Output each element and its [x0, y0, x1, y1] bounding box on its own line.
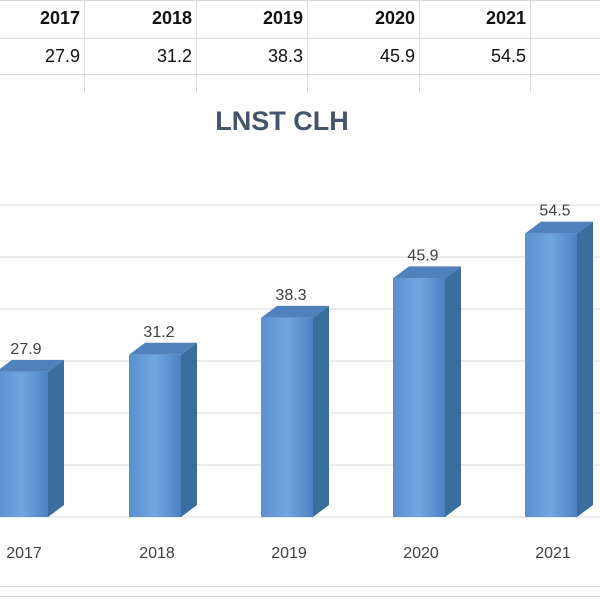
data-label: 45.9: [407, 247, 438, 264]
value-cell[interactable]: 27.9: [44, 46, 80, 66]
bar: [525, 233, 577, 517]
bar-side: [445, 266, 461, 517]
bar: [0, 371, 48, 517]
grid-col-line: [196, 0, 197, 92]
grid-row-line: [0, 38, 600, 39]
bar: [261, 317, 313, 517]
bar-top: [525, 221, 593, 234]
category-label: 2020: [403, 545, 439, 562]
grid-row-line: [0, 0, 600, 1]
grid-row-line: [0, 586, 600, 587]
bar-top: [393, 266, 461, 279]
bar-side: [48, 359, 64, 517]
grid-row-line: [0, 74, 600, 75]
data-label: 31.2: [143, 324, 174, 341]
bar-side: [313, 305, 329, 517]
spreadsheet-grid: 2017 2018 2019 2020 2021 27.9 31.2 38.3 …: [0, 0, 600, 92]
year-cell[interactable]: 2019: [262, 8, 303, 28]
category-label: 2017: [6, 545, 42, 562]
chart-panel[interactable]: LNST CLH 27.9 2017 31.2 2018 38.3 2019 45.9 202…: [0, 92, 600, 582]
bar-top: [129, 342, 197, 355]
value-cell[interactable]: 45.9: [379, 46, 415, 66]
year-cell[interactable]: 2018: [151, 8, 192, 28]
bar-chart: 27.9 2017 31.2 2018 38.3 2019 45.9 2020 54.5 2021: [0, 203, 600, 562]
data-label: 27.9: [10, 341, 41, 358]
bar-side: [181, 342, 197, 517]
value-cell[interactable]: 54.5: [490, 46, 526, 66]
grid-col-line: [419, 0, 420, 92]
data-label: 38.3: [275, 287, 306, 304]
bar-side: [577, 221, 593, 517]
chart-title: LNST CLH: [215, 106, 349, 136]
grid-col-line: [307, 0, 308, 92]
bar: [393, 278, 445, 517]
bar-top: [0, 359, 64, 372]
grid-col-line: [84, 0, 85, 92]
year-cell[interactable]: 2017: [39, 8, 80, 28]
value-cell[interactable]: 31.2: [156, 46, 192, 66]
grid-col-line: [530, 0, 531, 92]
year-cell[interactable]: 2021: [485, 8, 526, 28]
category-label: 2018: [139, 545, 175, 562]
category-label: 2019: [271, 545, 307, 562]
value-cell[interactable]: 38.3: [267, 46, 303, 66]
grid-row-line: [0, 596, 600, 597]
bar: [129, 354, 181, 517]
data-label: 54.5: [539, 203, 570, 220]
category-label: 2021: [535, 545, 571, 562]
bar-top: [261, 305, 329, 318]
year-cell[interactable]: 2020: [374, 8, 415, 28]
